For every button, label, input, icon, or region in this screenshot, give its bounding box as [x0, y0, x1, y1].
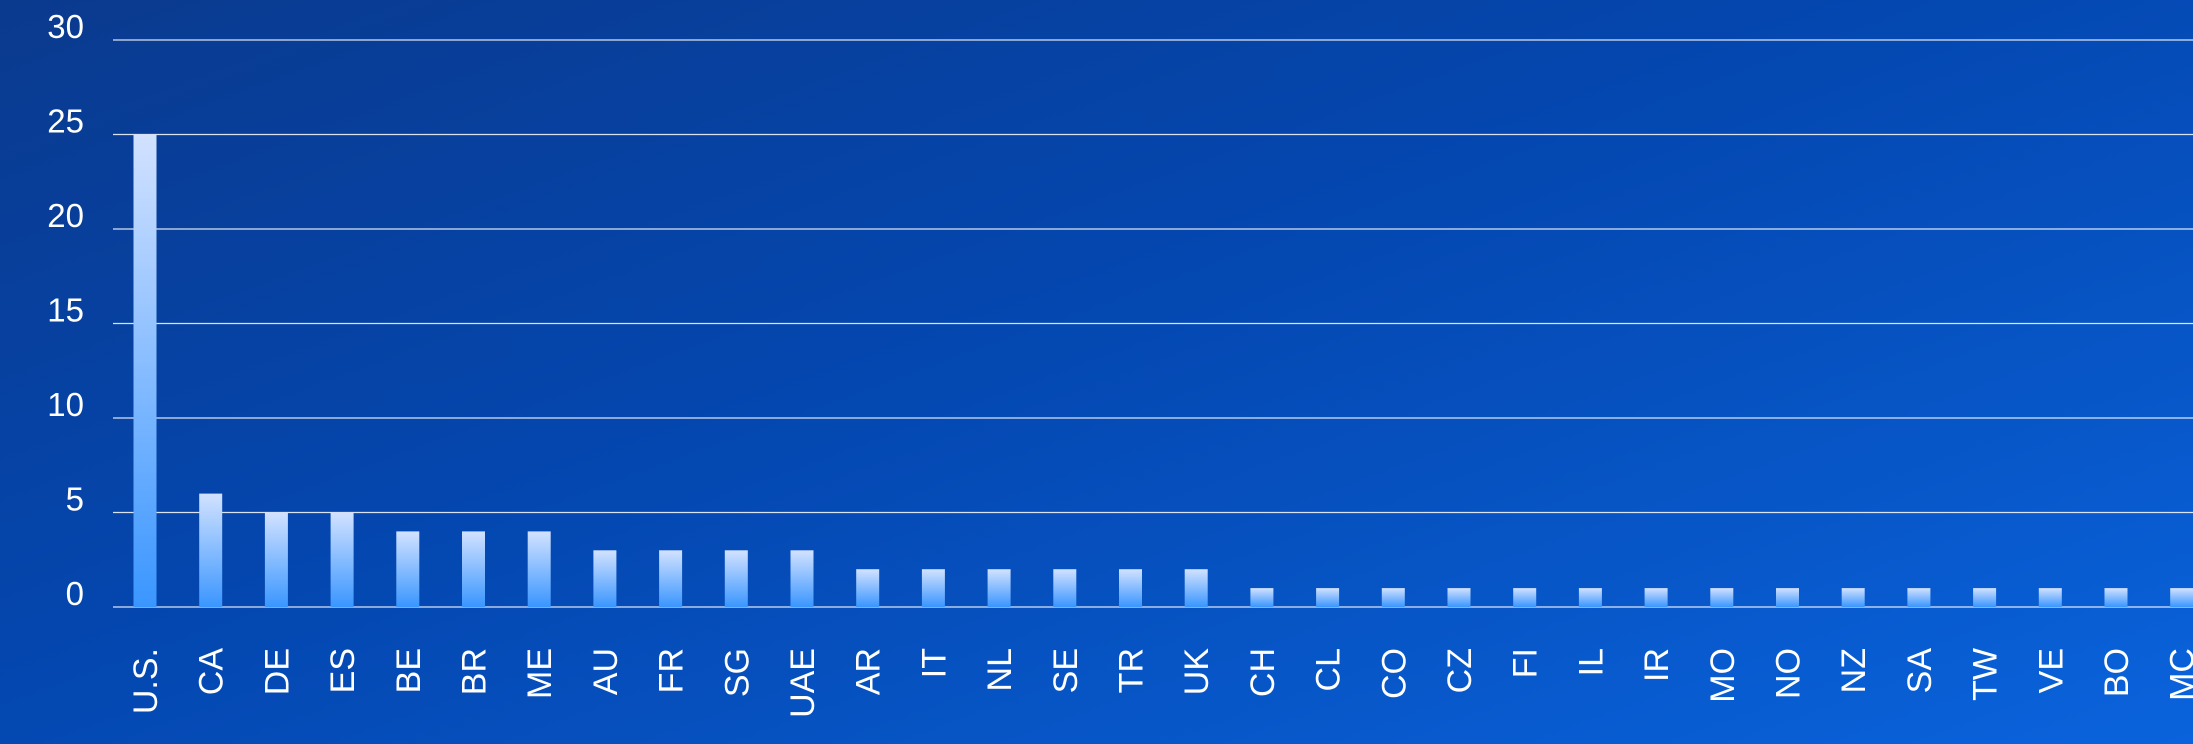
bar-be: [396, 531, 419, 607]
bar-ve: [2039, 588, 2062, 607]
x-tick-label: VE: [2032, 648, 2070, 693]
x-tick-label: CH: [1244, 648, 1282, 697]
x-tick-label: CL: [1310, 648, 1348, 691]
bar-nz: [1842, 588, 1865, 607]
y-tick-label: 20: [47, 197, 84, 234]
bar-se: [1053, 569, 1076, 607]
bar-au: [593, 550, 616, 607]
x-tick-label: SG: [718, 648, 756, 697]
bar-co: [1382, 588, 1405, 607]
x-tick-label: TW: [1967, 648, 2005, 701]
bar-tw: [1973, 588, 1996, 607]
bar-ch: [1250, 588, 1273, 607]
grid-lines: [113, 40, 2193, 607]
bar-us: [134, 135, 157, 608]
bar-sg: [725, 550, 748, 607]
x-axis: U.S. CA DE ES BE BR ME AU FR SG UAE AR IT NL SE TR UK CH C…: [127, 648, 2193, 718]
bar-il: [1579, 588, 1602, 607]
bar-br: [462, 531, 485, 607]
bar-es: [331, 513, 354, 608]
bar-bo: [2105, 588, 2128, 607]
x-tick-label: MC: [2164, 648, 2193, 701]
x-tick-label: ES: [324, 648, 362, 693]
bar-cz: [1448, 588, 1471, 607]
bar-no: [1776, 588, 1799, 607]
x-tick-label: IT: [915, 648, 953, 678]
x-tick-label: BO: [2098, 648, 2136, 697]
bar-it: [922, 569, 945, 607]
x-tick-label: UAE: [784, 648, 822, 718]
x-tick-label: BE: [390, 648, 428, 693]
x-tick-label: FI: [1507, 648, 1545, 678]
y-tick-label: 10: [47, 386, 84, 423]
bar-ar: [856, 569, 879, 607]
bar-fi: [1513, 588, 1536, 607]
x-tick-label: CZ: [1441, 648, 1479, 693]
x-tick-label: U.S.: [127, 648, 165, 714]
bar-ca: [199, 494, 222, 607]
y-tick-label: 30: [47, 8, 84, 45]
x-tick-label: NL: [981, 648, 1019, 691]
bar-sa: [1907, 588, 1930, 607]
y-tick-label: 15: [47, 292, 84, 329]
x-tick-label: NO: [1770, 648, 1808, 699]
x-tick-label: MO: [1704, 648, 1742, 703]
bar-cl: [1316, 588, 1339, 607]
x-tick-label: BR: [456, 648, 494, 695]
x-tick-label: AR: [850, 648, 888, 695]
x-tick-label: SA: [1901, 648, 1939, 694]
x-tick-label: FR: [653, 648, 691, 693]
x-tick-label: SE: [1047, 648, 1085, 693]
bar-ir: [1645, 588, 1668, 607]
bar-uk: [1185, 569, 1208, 607]
bar-uae: [791, 550, 814, 607]
bar-mo: [1710, 588, 1733, 607]
x-tick-label: DE: [258, 648, 296, 695]
y-axis: 0 5 10 15 20 25 30: [47, 8, 84, 612]
bar-nl: [988, 569, 1011, 607]
x-tick-label: CA: [193, 648, 231, 696]
x-tick-label: AU: [587, 648, 625, 695]
y-tick-label: 25: [47, 103, 84, 140]
bar-fr: [659, 550, 682, 607]
x-tick-label: TR: [1113, 648, 1151, 693]
y-tick-label: 0: [66, 575, 84, 612]
x-tick-label: UK: [1178, 648, 1216, 696]
y-tick-label: 5: [66, 481, 84, 518]
x-tick-label: NZ: [1835, 648, 1873, 693]
bar-de: [265, 513, 288, 608]
x-tick-label: ME: [521, 648, 559, 699]
bars: [134, 135, 2193, 608]
bar-tr: [1119, 569, 1142, 607]
x-tick-label: CO: [1375, 648, 1413, 699]
x-tick-label: IR: [1638, 648, 1676, 682]
bar-me: [528, 531, 551, 607]
x-tick-label: IL: [1572, 648, 1610, 676]
bar-mc: [2170, 588, 2193, 607]
